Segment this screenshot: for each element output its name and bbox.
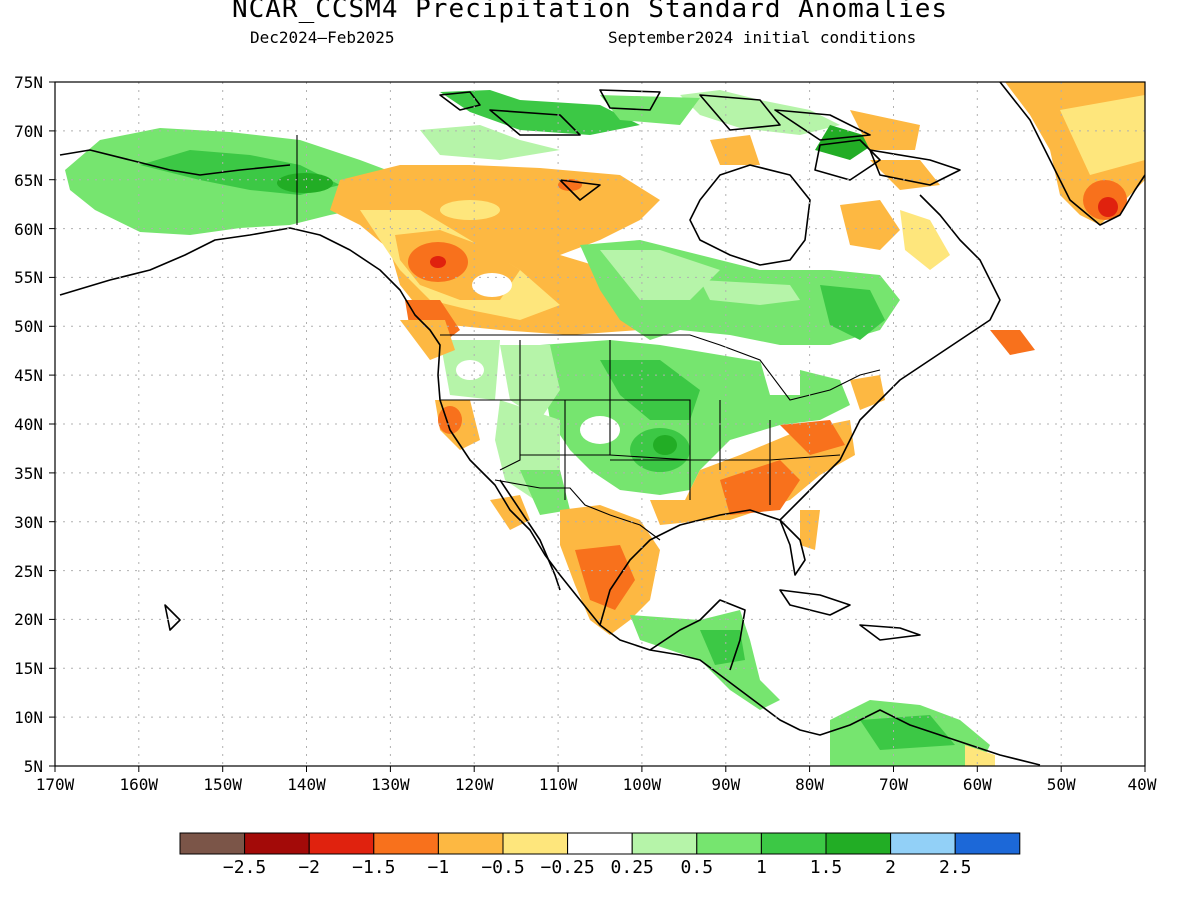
initial-conditions: September2024 initial conditions xyxy=(608,28,917,47)
colorbar-swatch xyxy=(890,832,956,855)
lon-label: 170W xyxy=(36,775,75,794)
coastlines xyxy=(59,82,1145,766)
lon-label: 140W xyxy=(287,775,326,794)
coastline-hudson xyxy=(689,164,811,266)
lon-label: 110W xyxy=(539,775,578,794)
colorbar-swatch xyxy=(373,832,439,855)
coastline-greenland xyxy=(999,82,1145,226)
colorbar-label: −0.25 xyxy=(541,857,595,878)
lat-label: 5N xyxy=(24,757,43,776)
lon-label: 50W xyxy=(1047,775,1076,794)
colorbar xyxy=(179,832,1021,855)
lat-label: 70N xyxy=(14,122,43,141)
colorbar-label: 0.25 xyxy=(611,857,654,878)
colorbar-label: 1.5 xyxy=(810,857,843,878)
colorbar-label: −1.5 xyxy=(352,857,395,878)
lat-label: 15N xyxy=(14,659,43,678)
colorbar-label: 1 xyxy=(756,857,767,878)
lat-label: 75N xyxy=(14,73,43,92)
lon-label: 130W xyxy=(371,775,410,794)
forecast-period: Dec2024—Feb2025 xyxy=(250,28,395,47)
lat-label: 55N xyxy=(14,268,43,287)
colorbar-label: −2.5 xyxy=(223,857,266,878)
colorbar-label: 2 xyxy=(885,857,896,878)
colorbar-label: −2 xyxy=(298,857,320,878)
lon-label: 40W xyxy=(1128,775,1157,794)
lon-label: 160W xyxy=(120,775,159,794)
colorbar-swatch xyxy=(631,832,698,855)
lon-label: 150W xyxy=(203,775,242,794)
colorbar-swatch xyxy=(696,832,762,855)
lon-label: 70W xyxy=(879,775,908,794)
colorbar-swatch xyxy=(502,832,569,855)
colorbar-label: 2.5 xyxy=(939,857,972,878)
lon-label: 80W xyxy=(795,775,824,794)
lat-label: 65N xyxy=(14,171,43,190)
lon-label: 100W xyxy=(623,775,662,794)
border-us-mexico xyxy=(494,479,661,541)
lat-axis xyxy=(49,81,55,767)
wet-region-central-america xyxy=(630,610,780,710)
lon-label: 120W xyxy=(455,775,494,794)
lat-label: 35N xyxy=(14,464,43,483)
graticule xyxy=(55,82,1145,766)
dry-region-west-canada xyxy=(330,165,660,335)
coastline-north-america xyxy=(59,227,1041,766)
coastline-yucatan xyxy=(649,599,746,671)
lat-label: 20N xyxy=(14,610,43,629)
colorbar-label: −0.5 xyxy=(481,857,524,878)
lat-label: 40N xyxy=(14,415,43,434)
lat-label: 45N xyxy=(14,366,43,385)
lon-label: 90W xyxy=(711,775,740,794)
colorbar-swatch xyxy=(308,832,375,855)
colorbar-label: 0.5 xyxy=(681,857,714,878)
wet-region-arctic xyxy=(440,90,640,135)
lat-label: 30N xyxy=(14,513,43,532)
colorbar-swatch xyxy=(179,832,246,855)
lon-label: 60W xyxy=(963,775,992,794)
colorbar-swatch xyxy=(244,832,310,855)
lat-label: 10N xyxy=(14,708,43,727)
lat-label: 50N xyxy=(14,317,43,336)
lon-labels: 170W 160W 150W 140W 130W 120W 110W 100W … xyxy=(36,775,1157,794)
border-us-canada xyxy=(440,334,881,401)
colorbar-swatch xyxy=(954,832,1021,855)
lat-label: 60N xyxy=(14,220,43,239)
lat-label: 25N xyxy=(14,562,43,581)
coastline-gulf xyxy=(599,194,1001,626)
colorbar-swatch xyxy=(437,832,504,855)
colorbar-swatch xyxy=(825,832,892,855)
boundaries xyxy=(296,135,881,541)
wet-peak-alaska xyxy=(277,173,333,193)
colorbar-labels: −2.5 −2 −1.5 −1 −0.5 −0.25 0.25 0.5 1 1.… xyxy=(223,857,972,878)
colorbar-swatch xyxy=(760,832,827,855)
anomaly-shading xyxy=(65,82,1145,766)
map-title: NCAR_CCSM4 Precipitation Standard Anomal… xyxy=(231,0,949,24)
colorbar-swatch xyxy=(567,832,633,855)
lon-axis xyxy=(54,766,1146,772)
lat-labels: 75N 70N 65N 60N 55N 50N 45N 40N 35N 30N … xyxy=(14,73,43,776)
colorbar-label: −1 xyxy=(428,857,450,878)
